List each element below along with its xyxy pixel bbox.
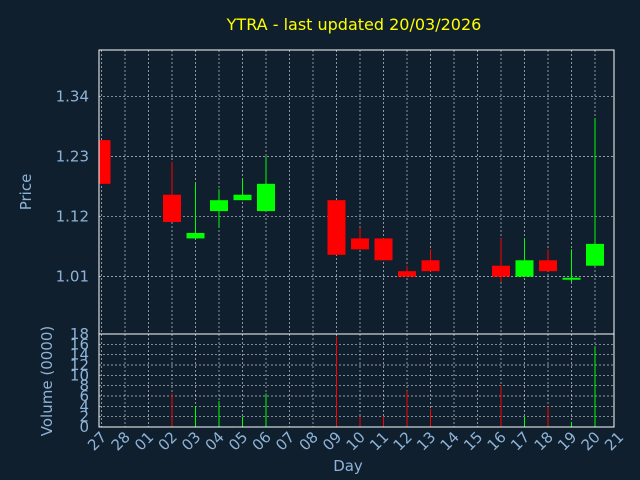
x-tick-label: 28 — [108, 428, 134, 454]
candle-18 — [539, 249, 557, 272]
candle-body — [351, 238, 369, 250]
candle-body — [586, 243, 604, 266]
candle-02 — [163, 161, 181, 223]
volume-tick-label: 6 — [79, 387, 89, 405]
price-panel: 1.01 1.12 1.23 1.34 Price — [17, 49, 615, 335]
x-tick-label: 04 — [202, 428, 228, 454]
candle-body — [374, 238, 393, 261]
volume-tick-label: 0 — [79, 418, 89, 436]
price-tick-label: 1.12 — [56, 208, 89, 226]
x-tick-label: 01 — [131, 428, 157, 454]
candle-03 — [186, 183, 205, 239]
price-axis-label: Price — [17, 174, 35, 211]
candle-20 — [586, 118, 604, 266]
candle-body — [163, 194, 181, 223]
x-tick-label: 21 — [601, 428, 627, 454]
volume-tick-label: 12 — [70, 356, 89, 374]
volume-tick-label: 16 — [70, 335, 89, 353]
candle-body — [233, 194, 252, 201]
x-tick-label: 11 — [366, 428, 392, 454]
candle-body — [99, 140, 111, 184]
price-tick-label: 1.34 — [56, 87, 89, 105]
x-tick-label: 17 — [507, 428, 533, 454]
candle-05 — [233, 178, 252, 201]
candle-06 — [257, 156, 275, 212]
x-tick-label: 12 — [390, 428, 416, 454]
candle-body — [515, 260, 534, 277]
x-tick-label: 03 — [178, 428, 204, 454]
x-tick-label: 08 — [296, 428, 322, 454]
x-tick-label: 05 — [225, 428, 251, 454]
price-tick-label: 1.23 — [56, 148, 89, 166]
volume-tick-label: 8 — [79, 377, 89, 395]
x-tick-label: 02 — [155, 428, 181, 454]
candle-13 — [421, 249, 440, 272]
x-tick-label: 15 — [460, 428, 486, 454]
candle-body — [421, 260, 440, 272]
candle-17 — [515, 238, 534, 277]
candle-body — [327, 200, 346, 255]
x-axis-label: Day — [333, 457, 363, 475]
volume-tick-label: 14 — [70, 346, 89, 364]
candle-09 — [327, 200, 346, 255]
volume-tick-label: 2 — [79, 408, 89, 426]
candle-body — [257, 183, 275, 212]
candle-body — [539, 260, 557, 272]
x-tick-label: 06 — [249, 428, 275, 454]
x-tick-label: 19 — [554, 428, 580, 454]
candle-19 — [562, 249, 581, 283]
candle-body — [492, 265, 510, 277]
candle-11 — [374, 238, 393, 261]
candle-16 — [492, 238, 510, 283]
volume-axis-label: Volume (0000) — [38, 326, 56, 436]
x-tick-label: 20 — [578, 428, 604, 454]
candle-27 — [99, 140, 111, 184]
price-plot-frame — [98, 49, 615, 335]
chart-title: YTRA - last updated 20/03/2026 — [226, 15, 482, 34]
x-tick-label: 10 — [343, 428, 369, 454]
candle-body — [562, 277, 581, 280]
x-tick-label: 14 — [437, 428, 463, 454]
volume-tick-label: 18 — [70, 325, 89, 343]
volume-plot-frame — [98, 333, 615, 428]
x-axis-ticks: 2728010203040506070809101112131415161718… — [84, 428, 627, 454]
candle-body — [210, 200, 228, 212]
candle-10 — [351, 227, 369, 250]
volume-tick-label: 4 — [79, 397, 89, 415]
x-tick-label: 13 — [413, 428, 439, 454]
candle-12 — [398, 265, 416, 277]
x-tick-label: 16 — [484, 428, 510, 454]
candle-body — [398, 271, 416, 277]
volume-tick-label: 10 — [70, 366, 89, 384]
candle-body — [186, 232, 205, 239]
x-tick-label: 18 — [531, 428, 557, 454]
candle-04 — [210, 189, 228, 228]
price-tick-label: 1.01 — [56, 268, 89, 286]
x-tick-label: 07 — [272, 428, 298, 454]
x-tick-label: 09 — [319, 428, 345, 454]
